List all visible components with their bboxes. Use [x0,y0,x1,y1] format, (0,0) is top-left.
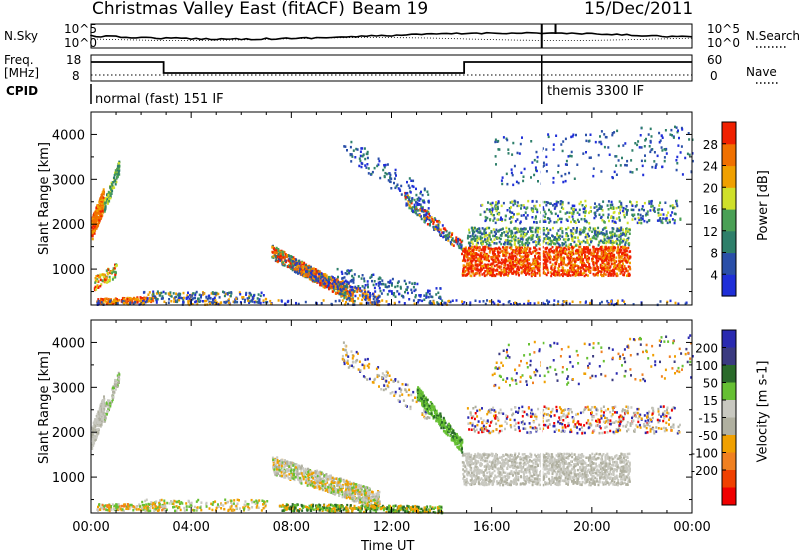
y-tick-label: 3000 [52,173,85,188]
velocity-yaxis-title: Slant Range [km] [36,351,52,464]
power-colorbar-tick-label: 20 [703,181,718,195]
velocity-colorbar-swatch [722,470,736,488]
velocity-colorbar-tick-label: 15 [703,394,718,408]
power-colorbar-tick-label: 12 [703,225,718,239]
velocity-colorbar-tick-label: -200 [691,464,718,478]
velocity-colorbar-tick-label: 200 [695,342,718,356]
velocity-colorbar-swatch [722,435,736,453]
cpid-segment-themis: themis 3300 IF [547,84,645,99]
x-tick-label: 00:00 [72,520,109,535]
velocity-echo-cells [91,334,694,515]
velocity-colorbar-tick-label: 50 [703,377,718,391]
date-label: 15/Dec/2011 [584,0,694,19]
power-colorbar-tick-label: 8 [710,247,718,261]
freq-unit-label: [MHz] [4,66,40,80]
y-tick-label: 4000 [52,128,85,143]
power-colorbar-swatch [722,143,736,167]
y-tick-label: 2000 [52,426,85,441]
freq-tick-top: 18 [66,53,82,67]
cpid-label: CPID [6,84,39,98]
x-tick-label: 08:00 [273,520,310,535]
velocity-colorbar-tick-label: -15 [698,412,718,426]
power-colorbar-swatch [722,274,736,297]
power-colorbar-tick-label: 16 [703,203,718,217]
velocity-colorbar-tick-label: -100 [691,447,718,461]
freq-label: Freq. [4,53,34,67]
time-axis-title: Time UT [361,539,415,554]
velocity-colorbar-swatch [722,365,736,383]
nsearch-tick-top: 10^5 [707,22,740,36]
power-colorbar-tick-label: 28 [703,138,718,152]
x-tick-label: 16:00 [473,520,510,535]
velocity-colorbar-tick-label: -50 [698,429,718,443]
freq-tick-bottom: 8 [72,69,80,83]
nsky-label: N.Sky [4,29,39,43]
x-tick-label: 04:00 [172,520,209,535]
y-tick-label: 4000 [52,336,85,351]
y-tick-label: 1000 [52,471,85,486]
nsky-tick-top: 10^5 [64,22,97,36]
freq-strip-frame [90,54,693,82]
velocity-colorbar-swatch [722,487,736,506]
nsky-trace [90,31,693,41]
velocity-colorbar-swatch [722,330,736,348]
x-tick-label: 12:00 [373,520,410,535]
nsearch-trace [90,37,693,41]
power-colorbar-tick-label: 4 [710,268,718,282]
nsearch-label: N.Search [746,29,800,43]
x-tick-label: 20:00 [573,520,610,535]
nsearch-tick-bottom: 10^0 [707,36,740,50]
power-colorbar-swatch [722,230,736,254]
y-tick-label: 3000 [52,381,85,396]
velocity-colorbar-title: Velocity [m s-1] [755,360,771,463]
velocity-colorbar-swatch [722,400,736,418]
power-colorbar-swatch [722,187,736,210]
velocity-colorbar-tick-label: 100 [695,359,718,373]
y-tick-label: 1000 [52,263,85,278]
cpid-segment-normal: normal (fast) 151 IF [95,92,224,107]
power-colorbar-swatch [722,209,736,232]
velocity-colorbar-swatch [722,347,736,366]
power-panel-bg [91,112,692,305]
velocity-colorbar-swatch [722,417,736,436]
power-colorbar-tick-label: 24 [703,160,718,174]
nave-label: Nave [746,65,777,79]
velocity-colorbar-swatch [722,452,736,471]
beam-label: Beam 19 [352,0,429,19]
x-tick-label: 00:00 [673,520,710,535]
power-echo-cells [91,125,694,307]
nave-tick-bottom: 0 [710,69,718,83]
velocity-colorbar-swatch [722,382,736,401]
power-yaxis-title: Slant Range [km] [36,142,52,255]
power-colorbar-swatch [722,252,736,275]
nave-tick-top: 60 [707,53,723,67]
freq-trace [91,61,692,74]
station-title: Christmas Valley East (fitACF) [92,0,345,19]
power-colorbar-swatch [722,165,736,188]
power-colorbar-title: Power [dB] [755,170,771,241]
power-colorbar-swatch [722,122,736,145]
nsky-tick-bottom: 10^0 [64,36,97,50]
y-tick-label: 2000 [52,218,85,233]
